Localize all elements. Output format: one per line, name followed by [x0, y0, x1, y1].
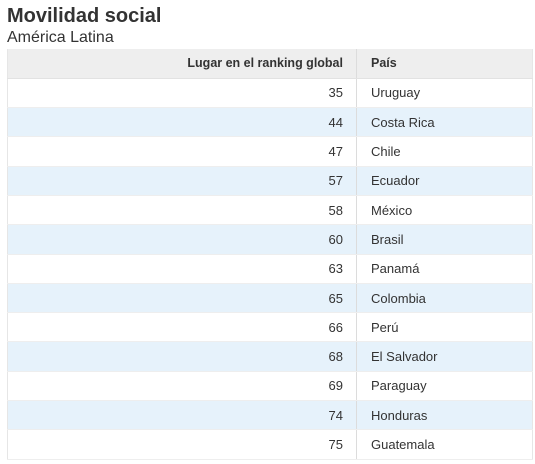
table-row: 47 Chile — [7, 136, 533, 167]
table-row: 68 El Salvador — [7, 341, 533, 372]
table-row: 74 Honduras — [7, 400, 533, 431]
table-row: 44 Costa Rica — [7, 107, 533, 138]
cell-rank: 35 — [7, 78, 357, 109]
chart-subtitle: América Latina — [7, 29, 114, 46]
cell-rank: 58 — [7, 195, 357, 226]
table-row: 57 Ecuador — [7, 166, 533, 196]
table-header-row: Lugar en el ranking global País — [7, 49, 533, 79]
chart-title: Movilidad social — [7, 5, 162, 27]
cell-rank: 69 — [7, 371, 357, 402]
table-row: 65 Colombia — [7, 283, 533, 314]
cell-country: México — [356, 195, 533, 226]
column-header-rank[interactable]: Lugar en el ranking global — [7, 49, 357, 79]
cell-rank: 63 — [7, 254, 357, 284]
table-row: 58 México — [7, 195, 533, 226]
cell-rank: 68 — [7, 341, 357, 372]
cell-country: Chile — [356, 136, 533, 167]
cell-country: Ecuador — [356, 166, 533, 196]
cell-country: Paraguay — [356, 371, 533, 402]
cell-country: Brasil — [356, 224, 533, 255]
cell-rank: 75 — [7, 429, 357, 460]
table-row: 66 Perú — [7, 312, 533, 343]
cell-rank: 66 — [7, 312, 357, 343]
cell-rank: 60 — [7, 224, 357, 255]
cell-rank: 74 — [7, 400, 357, 431]
cell-country: El Salvador — [356, 341, 533, 372]
cell-country: Uruguay — [356, 78, 533, 109]
table-row: 60 Brasil — [7, 224, 533, 255]
cell-country: Panamá — [356, 254, 533, 284]
ranking-table: Lugar en el ranking global País 35 Urugua… — [7, 49, 533, 460]
cell-rank: 65 — [7, 283, 357, 314]
cell-country: Guatemala — [356, 429, 533, 460]
table-row: 35 Uruguay — [7, 78, 533, 109]
cell-rank: 47 — [7, 136, 357, 167]
cell-rank: 44 — [7, 107, 357, 138]
cell-country: Honduras — [356, 400, 533, 431]
cell-country: Perú — [356, 312, 533, 343]
cell-country: Costa Rica — [356, 107, 533, 138]
table-row: 75 Guatemala — [7, 429, 533, 460]
cell-country: Colombia — [356, 283, 533, 314]
table-row: 63 Panamá — [7, 254, 533, 284]
table-row: 69 Paraguay — [7, 371, 533, 402]
column-header-country[interactable]: País — [356, 49, 533, 79]
table-body: 35 Uruguay 44 Costa Rica 47 Chile 57 Ecuador 58 M… — [7, 78, 533, 460]
cell-rank: 57 — [7, 166, 357, 196]
